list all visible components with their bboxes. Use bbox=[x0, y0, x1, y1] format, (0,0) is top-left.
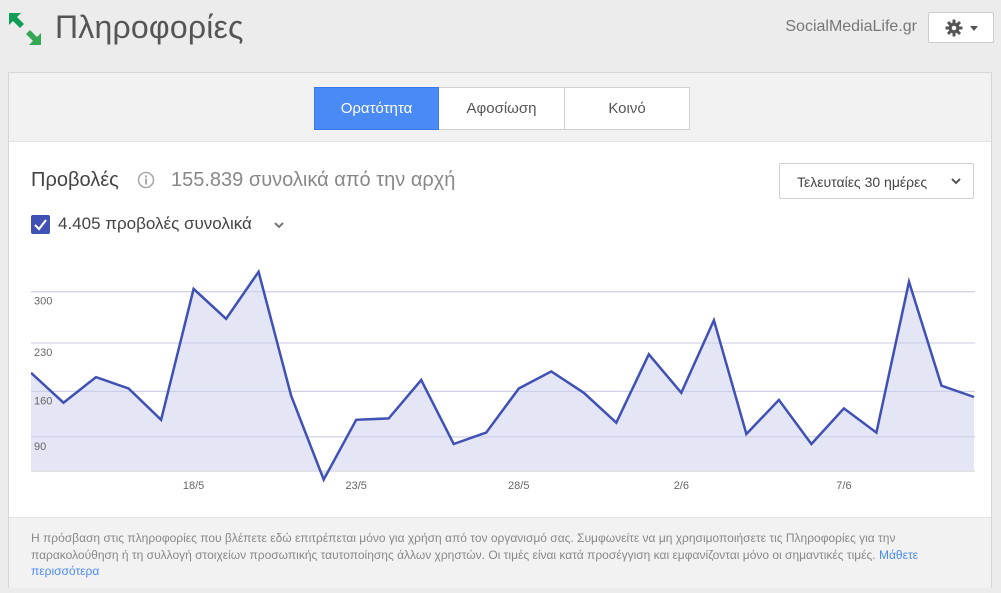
dropdown-caret-icon bbox=[970, 26, 978, 31]
series-checkbox[interactable] bbox=[31, 215, 50, 234]
tab-bar: Ορατότητα Αφοσίωση Κοινό bbox=[9, 73, 991, 142]
footer: Η πρόσβαση στις πληροφορίες που βλέπετε … bbox=[9, 517, 991, 588]
app-logo-icon bbox=[9, 13, 41, 45]
metric-title: Προβολές bbox=[31, 169, 119, 191]
top-bar: Πληροφορίες SocialMediaLife.gr bbox=[0, 0, 1001, 62]
x-tick-label: 7/6 bbox=[836, 480, 851, 492]
x-tick-label: 18/5 bbox=[183, 480, 204, 492]
chevron-down-icon bbox=[951, 178, 961, 185]
site-name[interactable]: SocialMediaLife.gr bbox=[785, 18, 917, 35]
insights-card: Ορατότητα Αφοσίωση Κοινό Προβολές 155.83… bbox=[8, 72, 992, 588]
date-range-label: Τελευταίες 30 ημέρες bbox=[797, 174, 928, 190]
page-title: Πληροφορίες bbox=[55, 9, 244, 45]
metric-total: 155.839 συνολικά από την αρχή bbox=[171, 169, 456, 191]
y-tick-label: 230 bbox=[34, 347, 52, 359]
views-area-chart: 300 230 160 90 18/5 23/5 28/5 2/6 7/6 bbox=[31, 268, 975, 492]
series-line bbox=[31, 268, 975, 483]
tab-visibility[interactable]: Ορατότητα bbox=[314, 87, 439, 130]
x-tick-label: 2/6 bbox=[674, 480, 689, 492]
area-fill bbox=[31, 271, 974, 480]
y-tick-label: 300 bbox=[34, 296, 52, 308]
tab-audience[interactable]: Κοινό bbox=[565, 87, 690, 130]
learn-more-link[interactable]: Μάθετε περισσότερα bbox=[31, 547, 919, 579]
series-label: 4.405 προβολές συνολικά bbox=[58, 214, 252, 233]
date-range-dropdown[interactable]: Τελευταίες 30 ημέρες bbox=[779, 163, 974, 199]
info-icon[interactable] bbox=[137, 171, 155, 189]
chevron-down-icon[interactable] bbox=[273, 221, 285, 231]
tab-engagement[interactable]: Αφοσίωση bbox=[439, 87, 565, 130]
tabs: Ορατότητα Αφοσίωση Κοινό bbox=[314, 87, 690, 130]
checkmark-icon bbox=[34, 219, 47, 231]
settings-button[interactable] bbox=[928, 12, 994, 43]
y-tick-label: 90 bbox=[34, 441, 46, 453]
footer-disclaimer: Η πρόσβαση στις πληροφορίες που βλέπετε … bbox=[31, 530, 961, 580]
y-tick-label: 160 bbox=[34, 395, 52, 407]
footer-disclaimer-text: Η πρόσβαση στις πληροφορίες που βλέπετε … bbox=[31, 531, 896, 562]
gear-icon bbox=[945, 19, 963, 37]
x-tick-label: 28/5 bbox=[508, 480, 529, 492]
x-tick-label: 23/5 bbox=[345, 480, 366, 492]
